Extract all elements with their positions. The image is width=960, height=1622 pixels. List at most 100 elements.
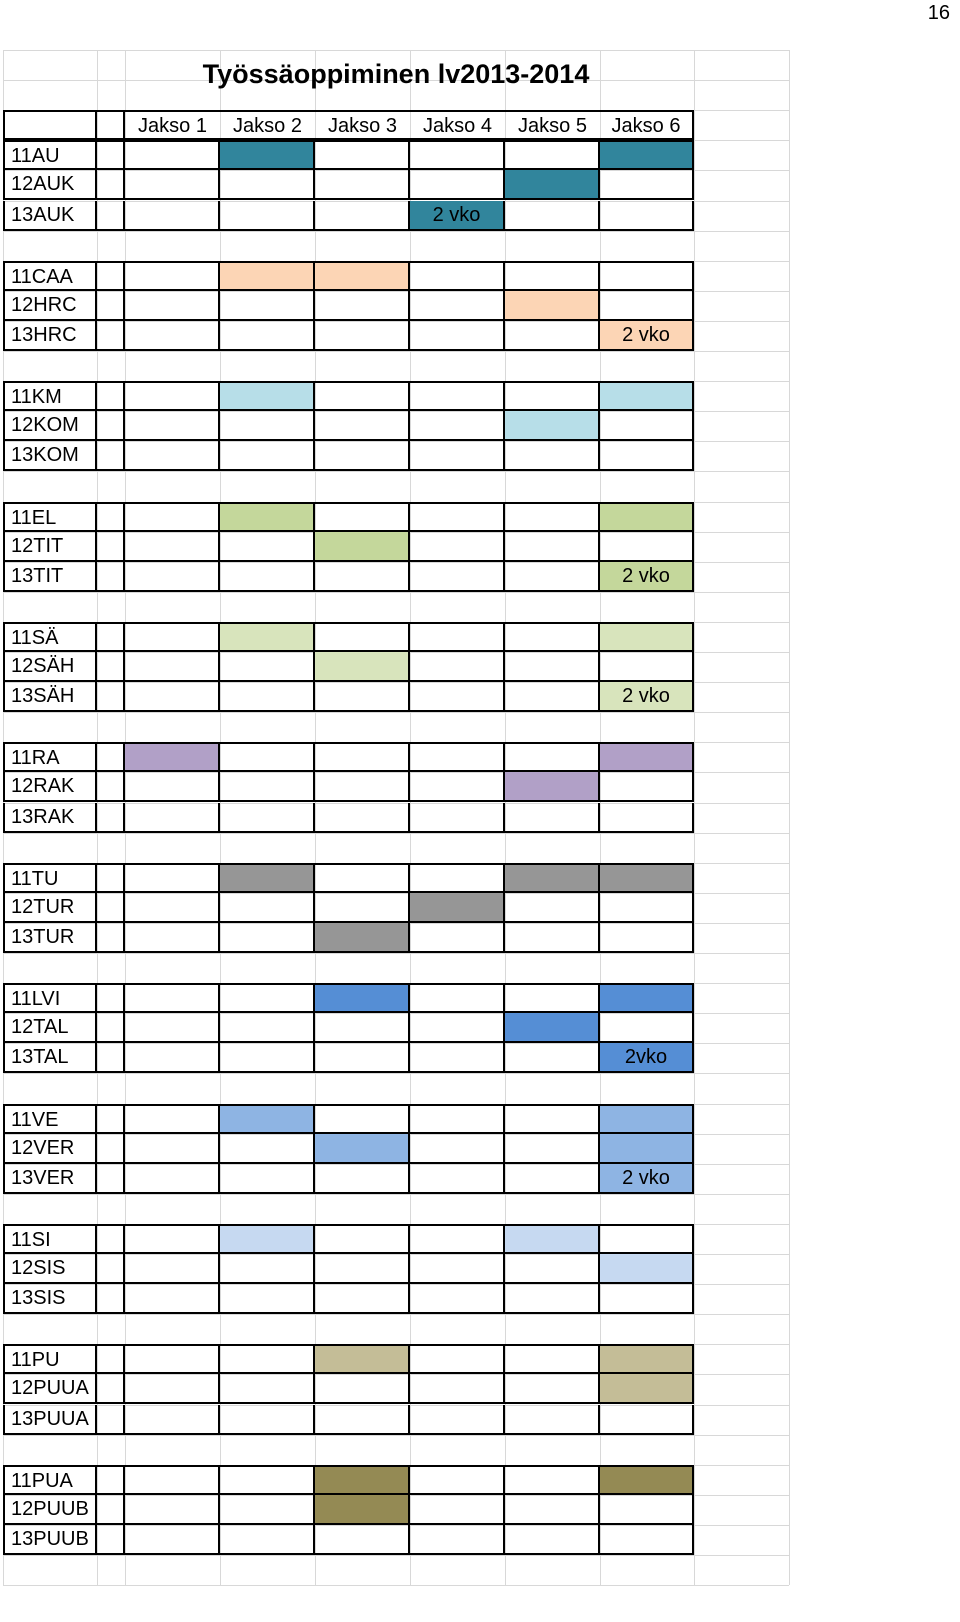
period-cell-filled xyxy=(220,621,315,652)
period-cell xyxy=(220,170,315,201)
period-cell xyxy=(315,381,410,412)
period-cell-filled xyxy=(220,1103,315,1134)
period-cell xyxy=(315,1013,410,1044)
period-cell-filled xyxy=(600,501,694,532)
gap-cell xyxy=(97,1013,125,1044)
period-cell xyxy=(125,922,220,953)
gap-cell xyxy=(97,772,125,803)
period-cell xyxy=(410,1254,505,1285)
period-cell-filled xyxy=(315,652,410,683)
grid-line-vertical xyxy=(505,50,506,1586)
period-cell xyxy=(315,1374,410,1405)
class-label: 11TU xyxy=(3,862,97,893)
class-label: 13HRC xyxy=(3,320,97,351)
period-cell xyxy=(125,561,220,592)
period-cell xyxy=(125,411,220,442)
grid-line-horizontal xyxy=(3,411,789,413)
period-cell xyxy=(505,892,600,923)
period-cell xyxy=(315,320,410,351)
period-cell xyxy=(505,1043,600,1074)
period-cell xyxy=(125,1133,220,1164)
period-cell-filled xyxy=(505,290,600,321)
period-cell xyxy=(315,1103,410,1134)
period-cell xyxy=(315,802,410,833)
period-cell xyxy=(505,1284,600,1315)
period-cell xyxy=(125,1494,220,1525)
period-cell xyxy=(600,1494,694,1525)
class-label: 11SI xyxy=(3,1223,97,1254)
period-cell xyxy=(505,1344,600,1375)
header-label-cell xyxy=(3,110,97,141)
grid-line-horizontal xyxy=(3,1434,789,1436)
period-cell-filled xyxy=(220,1223,315,1254)
class-label: 13SÄH xyxy=(3,682,97,713)
period-cell xyxy=(410,260,505,291)
gap-cell xyxy=(97,1284,125,1315)
period-cell xyxy=(220,983,315,1014)
period-header: Jakso 3 xyxy=(315,110,410,141)
period-cell-filled xyxy=(505,772,600,803)
gap-cell xyxy=(97,1524,125,1555)
period-cell xyxy=(220,531,315,562)
period-cell xyxy=(410,1043,505,1074)
class-label: 12HRC xyxy=(3,290,97,321)
class-label: 13TUR xyxy=(3,922,97,953)
period-cell xyxy=(410,1133,505,1164)
period-cell xyxy=(315,1043,410,1074)
gap-cell xyxy=(97,621,125,652)
period-cell-filled xyxy=(505,1013,600,1044)
period-cell xyxy=(505,1524,600,1555)
grid-line-horizontal xyxy=(3,170,789,172)
period-cell xyxy=(125,1344,220,1375)
period-cell xyxy=(125,1284,220,1315)
period-cell xyxy=(220,411,315,442)
period-cell xyxy=(410,501,505,532)
period-cell xyxy=(220,200,315,231)
gap-cell xyxy=(97,652,125,683)
period-cell-filled xyxy=(315,260,410,291)
period-cell xyxy=(600,411,694,442)
period-cell xyxy=(600,1404,694,1435)
period-cell xyxy=(410,621,505,652)
period-cell-filled xyxy=(505,170,600,201)
period-cell xyxy=(505,682,600,713)
gap-cell xyxy=(97,1133,125,1164)
period-cell-filled xyxy=(315,1464,410,1495)
period-cell xyxy=(410,983,505,1014)
period-cell xyxy=(410,1013,505,1044)
grid-line-horizontal xyxy=(3,1254,789,1255)
period-cell xyxy=(505,983,600,1014)
period-cell-filled: 2 vko xyxy=(600,682,694,713)
grid-line-horizontal xyxy=(3,712,789,714)
period-header: Jakso 5 xyxy=(505,110,600,141)
period-cell xyxy=(600,802,694,833)
period-cell xyxy=(505,1404,600,1435)
period-cell xyxy=(410,531,505,562)
period-cell xyxy=(600,892,694,923)
grid-line-horizontal xyxy=(3,1043,789,1045)
gap-cell xyxy=(97,1464,125,1495)
period-cell xyxy=(505,561,600,592)
period-cell-filled xyxy=(600,381,694,412)
period-cell xyxy=(315,200,410,231)
period-cell-filled xyxy=(600,1133,694,1164)
period-cell xyxy=(505,200,600,231)
class-label: 12SIS xyxy=(3,1254,97,1285)
period-cell xyxy=(410,1163,505,1194)
period-cell xyxy=(220,892,315,923)
period-cell xyxy=(410,381,505,412)
grid-line-horizontal xyxy=(3,1524,789,1526)
class-label: 12TIT xyxy=(3,531,97,562)
period-cell xyxy=(315,1524,410,1555)
class-label: 11KM xyxy=(3,381,97,412)
period-cell xyxy=(505,652,600,683)
period-cell xyxy=(410,772,505,803)
gap-cell xyxy=(97,983,125,1014)
period-cell xyxy=(220,1254,315,1285)
period-cell xyxy=(410,652,505,683)
grid-line-vertical xyxy=(220,50,221,1586)
grid-line-horizontal xyxy=(3,953,789,954)
period-cell xyxy=(410,290,505,321)
grid-line-horizontal xyxy=(3,802,789,804)
period-header: Jakso 1 xyxy=(125,110,220,141)
